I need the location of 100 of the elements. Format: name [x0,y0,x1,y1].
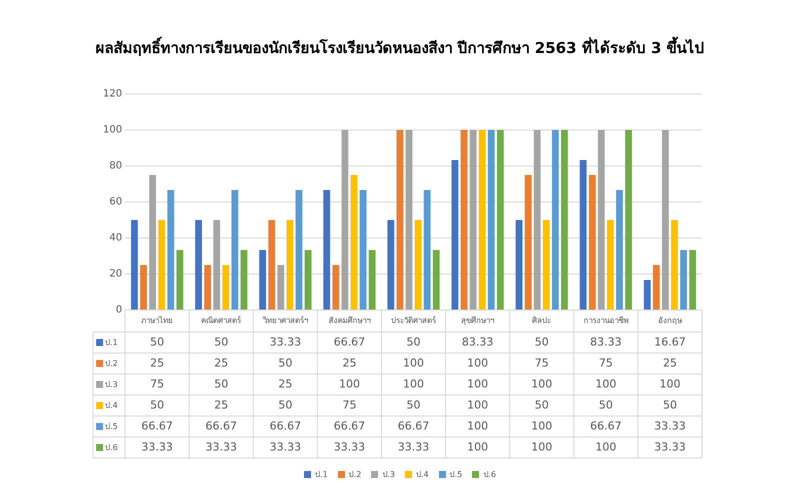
data-label: 66.67 [398,419,430,432]
data-label: 50 [278,356,292,370]
x-tick-label: วิทยาศาสตร์ฯ [262,316,308,326]
data-label: 33.33 [654,440,686,454]
bar [644,280,651,310]
data-label: 33.33 [398,440,430,454]
legend-label: ป.3 [105,380,118,390]
bar [268,220,276,310]
data-label: 33.33 [141,440,173,454]
bar [534,130,541,310]
bar [350,175,358,310]
bar [195,220,202,310]
bar [332,265,340,310]
data-label: 25 [150,356,164,370]
bar [496,130,504,310]
data-label: 25 [342,356,356,370]
bar [616,190,623,310]
bar [460,130,468,310]
bar [588,175,596,310]
bar [240,250,248,310]
bar [606,220,614,310]
data-label: 100 [467,356,488,370]
data-label: 66.67 [334,335,366,348]
data-label: 75 [598,356,613,370]
data-label: 16.67 [654,335,686,348]
legend-label: ป.2 [105,358,118,368]
bar [323,190,330,310]
x-tick-label: อังกฤษ [658,316,682,326]
text: ป.1 [315,470,328,479]
bar [259,250,266,310]
data-label: 100 [595,440,616,454]
bar [625,130,632,310]
bar [671,220,678,310]
bar [470,130,477,310]
data-label: 50 [150,335,164,348]
bar [424,190,431,310]
data-label: 100 [403,356,424,370]
data-label: 50 [534,398,549,412]
data-label: 100 [531,377,552,390]
data-label: 50 [278,398,292,412]
bar [406,130,412,310]
bar [286,220,294,310]
data-label: 100 [467,440,488,454]
data-label: 50 [406,398,421,412]
data-label: 100 [338,377,360,390]
x-tick-label: ภาษาไทย [141,316,174,326]
legend-label: ป.4 [105,400,118,410]
bar [140,265,147,310]
data-label: 66.67 [141,419,173,432]
data-label: 33.33 [270,335,302,348]
data-label: 25 [214,398,228,412]
data-label: 50 [598,398,613,412]
bar [478,130,486,310]
data-label: 75 [342,398,356,412]
x-tick-label: การงานอาชีพ [583,316,628,326]
legend-label: ป.6 [105,442,118,452]
data-label: 66.67 [270,419,302,432]
data-label: 100 [531,419,552,432]
data-label: 50 [150,398,164,412]
text: ป.2 [348,470,362,479]
bar [524,175,532,310]
bar [231,190,238,310]
x-tick-label: สุขศึกษาฯ [461,316,494,326]
bar [598,130,605,310]
data-label: 100 [403,377,424,390]
bar [689,250,696,310]
bar [222,265,230,310]
data-label: 100 [595,377,616,390]
x-tick-label: คณิตศาสตร์ [201,316,242,326]
bar [580,160,587,310]
bar [360,190,366,310]
bar [277,265,284,310]
text: ป.4 [416,470,429,479]
bar [662,130,669,310]
text: ป.6 [483,470,496,479]
y-tick-label: 100 [102,124,122,136]
data-label: 50 [214,377,228,390]
data-label: 33.33 [334,440,366,454]
data-label: 25 [278,377,292,390]
bar [368,250,376,310]
bar [131,220,138,310]
bar [488,130,495,310]
y-tick-label: 80 [109,160,122,172]
data-label: 100 [467,398,488,412]
bar [396,130,404,310]
y-tick-label: 40 [109,232,122,244]
bar [167,190,174,310]
data-label: 50 [406,335,421,348]
data-label: 100 [467,419,488,432]
data-label: 83.33 [462,335,494,348]
bar [149,175,156,310]
bar [204,265,212,310]
data-label: 50 [534,335,549,348]
x-tick-label: ประวัติศาสตร์ [391,316,436,326]
legend-label: ป.5 [105,422,118,432]
bar [542,220,550,310]
bar [552,130,559,310]
bar [213,220,220,310]
bar [304,250,312,310]
data-label: 33.33 [205,440,237,454]
